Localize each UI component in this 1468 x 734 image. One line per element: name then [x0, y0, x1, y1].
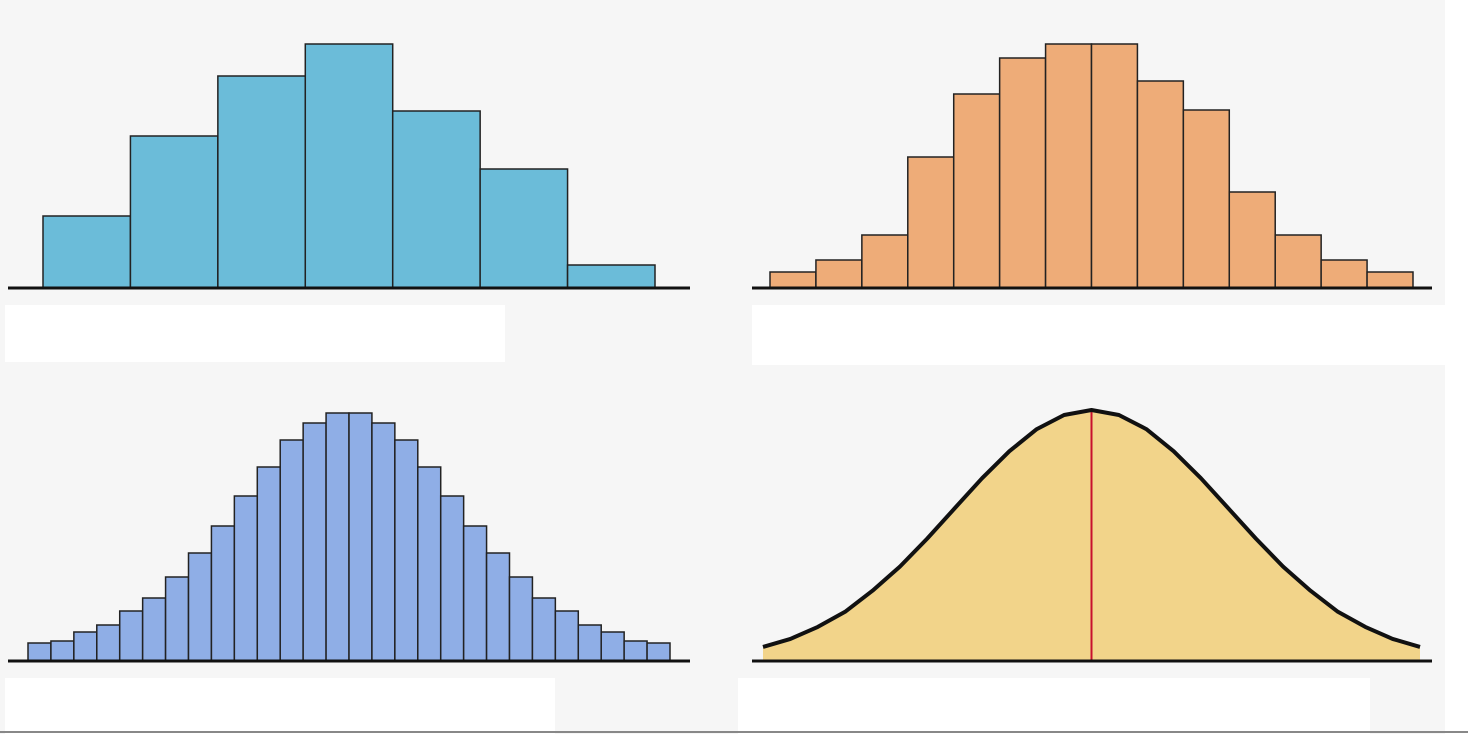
bar — [600, 631, 625, 662]
bar — [233, 495, 259, 662]
bar — [531, 597, 557, 662]
bar — [815, 259, 863, 289]
bar — [439, 495, 465, 662]
bar — [623, 640, 648, 662]
bar — [566, 264, 656, 289]
bar — [302, 422, 327, 662]
bar — [304, 43, 394, 289]
bar — [348, 412, 373, 662]
bar — [554, 610, 580, 662]
bar — [42, 215, 132, 289]
bar — [391, 110, 481, 289]
bar — [485, 552, 511, 662]
bar — [577, 624, 602, 662]
bar — [1274, 234, 1322, 289]
bar — [1320, 259, 1368, 289]
bar — [1228, 191, 1276, 289]
bar — [861, 234, 909, 289]
bar — [164, 576, 190, 662]
bar — [118, 610, 144, 662]
caption-box — [5, 678, 555, 734]
bar — [187, 552, 213, 662]
bar — [129, 135, 219, 289]
bar — [27, 642, 52, 662]
bar — [371, 422, 396, 662]
bar — [256, 466, 281, 662]
bar — [646, 642, 671, 662]
bar — [394, 439, 419, 662]
bar — [73, 631, 98, 662]
bar — [1136, 80, 1185, 289]
bar — [96, 624, 121, 662]
bar — [325, 412, 350, 662]
bar — [907, 156, 955, 289]
caption-box — [752, 305, 1445, 365]
bar — [217, 75, 307, 289]
bar — [952, 93, 1001, 289]
bar — [769, 271, 817, 289]
bar — [417, 466, 442, 662]
bar — [1044, 43, 1093, 289]
bar — [998, 57, 1047, 289]
curve — [762, 408, 1421, 649]
caption-box — [738, 678, 1370, 734]
bar — [279, 439, 304, 662]
bar — [210, 525, 236, 662]
bar — [1090, 43, 1139, 289]
bar — [479, 168, 569, 289]
bar — [1182, 109, 1231, 289]
bar — [462, 525, 488, 662]
bar — [141, 597, 167, 662]
bar — [1366, 271, 1414, 289]
caption-box — [5, 305, 505, 362]
bar — [50, 640, 75, 662]
bar — [508, 576, 534, 662]
